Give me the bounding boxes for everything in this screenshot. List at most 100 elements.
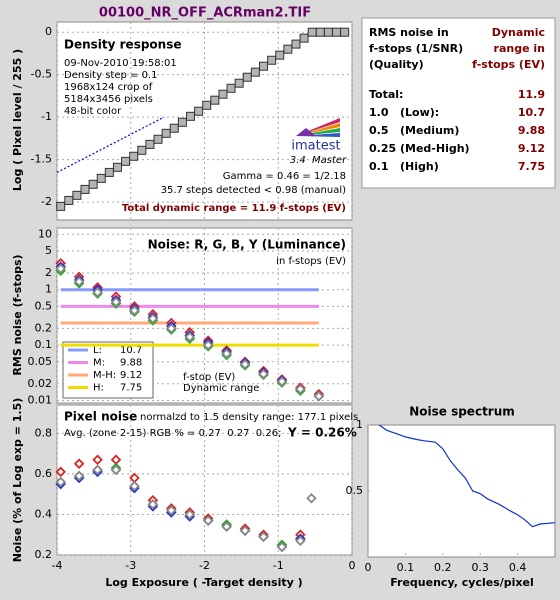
step-marker [88,179,98,189]
step-marker [332,27,342,37]
data-point [92,286,103,298]
legend-label: M: [93,358,105,369]
y-tick-label: 1 [356,418,363,431]
step-marker [234,78,244,88]
y-tick-label: -2 [41,195,52,208]
data-point [55,476,66,488]
x-axis-label: Frequency, cycles/pixel [390,576,534,589]
y-tick-label: 0.02 [28,377,53,390]
y-axis-label: RMS noise (f-stops) [11,254,24,375]
x-tick-label: 0.1 [397,561,415,574]
x-tick-label: 0 [365,561,372,574]
y-tick-label: 0.5 [35,299,53,312]
step-marker [291,39,301,49]
panel-title: Pixel noise [64,410,137,424]
data-point [239,525,251,536]
step-marker [275,50,285,60]
step-marker [104,167,114,177]
step-marker [323,27,333,37]
row-value: 11.9 [518,88,545,101]
summary-header: range in [494,42,545,55]
summary-header: RMS noise in [369,26,449,39]
legend-label: H: [93,383,104,394]
row-label: (Medium) [400,124,459,137]
step-marker [80,184,90,194]
logo-graphic [296,118,340,137]
panels: 0-0.5-1-1.5-2105210.50.20.10.050.020.01L… [28,21,556,574]
step-marker [307,27,317,37]
step-marker [226,83,236,93]
figure-title: 00100_NR_OFF_ACRman2.TIF [99,6,311,21]
step-marker [161,128,171,138]
data-point [92,464,103,476]
data-point [295,535,306,547]
legend-note: Dynamic range [183,383,259,394]
y-axis-label: Noise (% of Log exp = 1.5) [11,398,24,563]
y-tick-label: 0.01 [28,393,53,406]
step-marker [218,89,228,99]
data-point [110,464,122,476]
y-tick-label: 0.1 [35,338,53,351]
x-tick-label: -4 [52,559,63,572]
step-marker [267,55,277,65]
gamma: Gamma = 0.46 = 1/2.18 [223,171,346,182]
y-tick-label: 0.4 [35,507,53,520]
row-value: 9.12 [518,142,545,155]
y-tick-label: 0.8 [35,426,53,439]
step-marker [137,145,147,155]
step-marker [250,67,260,77]
legend-value: 10.7 [120,345,142,356]
step-marker [169,123,179,133]
y-tick-label: 10 [38,227,52,240]
data-point [166,323,177,334]
x-tick-label: 0.4 [509,561,527,574]
data-point [202,515,214,526]
plot: 10 5 2 1 0.5 0.2 0.1 0.05 0.02 0.01 L: 10.7 M: 9.88 M-… [28,227,353,406]
row-value: 7.75 [518,160,545,173]
x-tick-label: 0 [349,559,356,572]
data-point [73,470,85,482]
y-tick-label: 0.6 [35,467,53,480]
data-point [147,313,159,324]
step-marker [56,201,66,211]
x-tick-label: -3 [125,559,136,572]
plot: 0.5 1 0 0.1 0.2 0.3 0.4 [346,418,556,574]
step-marker [194,106,204,116]
data-point [110,296,122,308]
y-tick-label: 0.2 [35,321,53,334]
x-tick-label: -2 [199,559,210,572]
step-marker [242,72,252,82]
data-point [306,492,317,504]
y-tick-label: 5 [45,244,52,257]
step-marker [283,44,293,54]
data-point [92,454,103,466]
panel-title: Density response [64,38,182,52]
y-axis-label: Log ( Pixel level / 255 ) [11,49,24,191]
plot-area [367,424,556,558]
data-point [258,368,269,380]
data-point [221,521,232,532]
data-point [147,499,159,510]
legend-label: L: [93,345,102,356]
plot: 0.2 0.4 0.6 0.8 -4 -3 -2 -1 0 [35,405,356,572]
note: 5184x3456 pixels [64,94,153,105]
row-label: (Low): [400,106,439,119]
summary-header: Dynamic [492,26,545,39]
row-label: Total: [369,88,403,101]
step-marker [315,27,325,37]
summary-rows: Total: 11.9 1.0 (Low): 10.7 0.5 (Medium) 9.88 0.… [369,88,545,173]
summary-box [361,17,556,189]
legend-value: 7.75 [120,383,142,394]
average: Avg. (zone 2-15) RGB % = 0.27 0.27 0.26; [64,428,281,439]
x-tick-label: -1 [273,559,284,572]
step-marker [299,33,309,43]
row-label: 0.1 [369,160,389,173]
data-point [276,376,288,387]
row-label: 0.25 [369,142,396,155]
step-marker [64,195,74,205]
note: Density step = 0.1 [64,70,157,81]
steps: 35.7 steps detected < 0.98 (manual) [161,185,346,196]
panel-title: Noise spectrum [409,405,515,419]
step-marker [121,156,131,166]
legend-note: f-stop (EV) [183,372,235,383]
